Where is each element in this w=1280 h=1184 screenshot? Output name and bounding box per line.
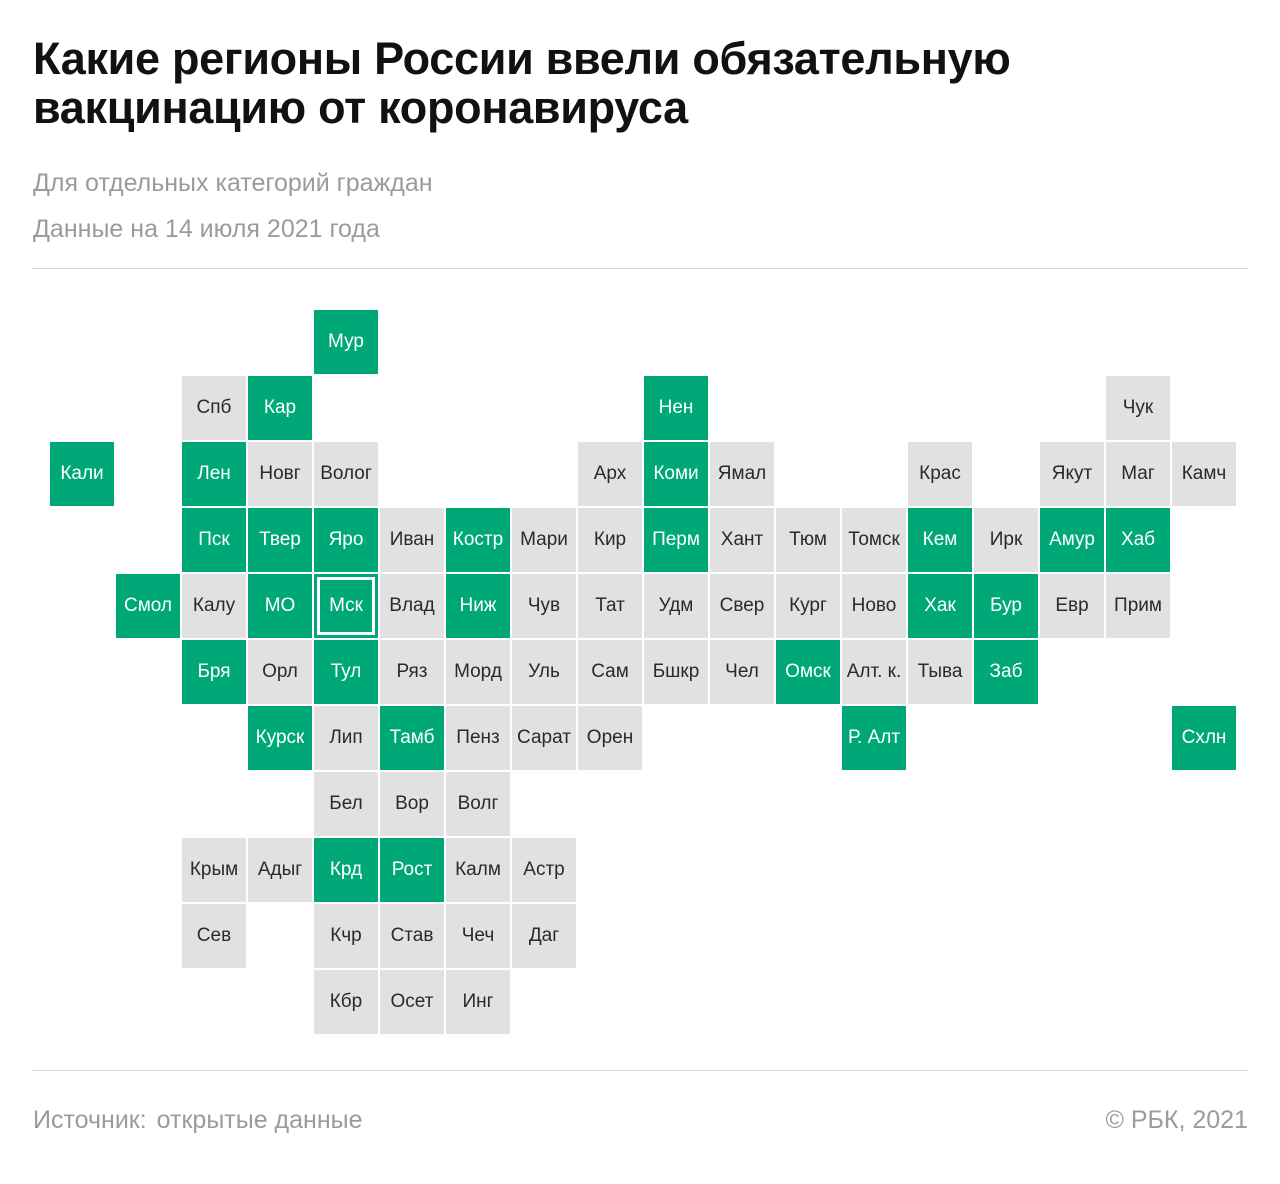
region-tile: Тыва [908,640,972,704]
region-tile: Спб [182,376,246,440]
region-tile: Ирк [974,508,1038,572]
region-tile: Орен [578,706,642,770]
region-tile: Омск [776,640,840,704]
bottom-divider [32,1070,1248,1071]
region-tile: Кали [50,442,114,506]
region-tile: Сев [182,904,246,968]
region-tile: Калм [446,838,510,902]
region-tile: Кир [578,508,642,572]
source-value: открытые данные [156,1106,363,1134]
region-tile: Тул [314,640,378,704]
region-tile: Смол [116,574,180,638]
region-tile: Схлн [1172,706,1236,770]
region-tile: Ниж [446,574,510,638]
region-tile: Перм [644,508,708,572]
region-tile: Свер [710,574,774,638]
region-tile: Тюм [776,508,840,572]
copyright: © РБК, 2021 [1105,1106,1248,1134]
region-tile: Камч [1172,442,1236,506]
region-tile: Бур [974,574,1038,638]
region-tile: Крым [182,838,246,902]
region-tile: Астр [512,838,576,902]
region-tile: Волог [314,442,378,506]
region-tile: Калу [182,574,246,638]
region-tile: Сам [578,640,642,704]
source-label: Источник: [33,1106,147,1134]
region-tile: Амур [1040,508,1104,572]
region-tile: Чел [710,640,774,704]
chart-title: Какие регионы России ввели обязательную … [33,34,1233,132]
region-tile: Хак [908,574,972,638]
region-tile: Пск [182,508,246,572]
region-tile: Тамб [380,706,444,770]
region-tile: Маг [1106,442,1170,506]
region-tile: Морд [446,640,510,704]
date-note: Данные на 14 июля 2021 года [33,215,380,243]
region-tile: Мск [314,574,378,638]
region-tile: Кчр [314,904,378,968]
region-tile: Курск [248,706,312,770]
region-tile: Чув [512,574,576,638]
region-tile: Нен [644,376,708,440]
region-tile: Инг [446,970,510,1034]
region-tile: Мари [512,508,576,572]
region-tile: Чеч [446,904,510,968]
region-tile: Яро [314,508,378,572]
region-tile: Евр [1040,574,1104,638]
region-tile: Новг [248,442,312,506]
region-tile: Крас [908,442,972,506]
region-tile: Адыг [248,838,312,902]
region-tile: Хаб [1106,508,1170,572]
region-tile: Пенз [446,706,510,770]
region-tile: Лен [182,442,246,506]
region-tile: Твер [248,508,312,572]
region-tile: Прим [1106,574,1170,638]
source-note: Источник: открытые данные [33,1106,363,1135]
region-tile: Якут [1040,442,1104,506]
region-tile: МО [248,574,312,638]
region-tile: Кар [248,376,312,440]
region-tile: Ряз [380,640,444,704]
region-tile: Кург [776,574,840,638]
region-tile: Бшкр [644,640,708,704]
title-line-2: вакцинацию от коронавируса [33,82,688,133]
region-tile: Ново [842,574,906,638]
region-tile: Волг [446,772,510,836]
region-tile: Осет [380,970,444,1034]
region-tile: Чук [1106,376,1170,440]
region-tile: Орл [248,640,312,704]
region-tile: Хант [710,508,774,572]
region-tile: Р. Алт [842,706,906,770]
subtitle: Для отдельных категорий граждан [33,169,433,197]
region-tile: Тат [578,574,642,638]
region-tile: Уль [512,640,576,704]
title-line-1: Какие регионы России ввели обязательную [33,33,1011,84]
region-tile: Крд [314,838,378,902]
region-tile: Вор [380,772,444,836]
region-tile: Коми [644,442,708,506]
region-tile: Удм [644,574,708,638]
region-tile: Кбр [314,970,378,1034]
region-tile: Влад [380,574,444,638]
region-tile: Лип [314,706,378,770]
region-tile: Сарат [512,706,576,770]
region-tile: Став [380,904,444,968]
region-tile: Ямал [710,442,774,506]
region-tile: Бел [314,772,378,836]
region-tile: Рост [380,838,444,902]
top-divider [32,268,1248,269]
region-tile: Даг [512,904,576,968]
region-tile: Алт. к. [842,640,906,704]
region-tile: Бря [182,640,246,704]
region-tile: Иван [380,508,444,572]
region-tile: Томск [842,508,906,572]
region-tile: Кем [908,508,972,572]
region-tile: Арх [578,442,642,506]
region-tile: Мур [314,310,378,374]
region-tile: Заб [974,640,1038,704]
region-tile: Костр [446,508,510,572]
